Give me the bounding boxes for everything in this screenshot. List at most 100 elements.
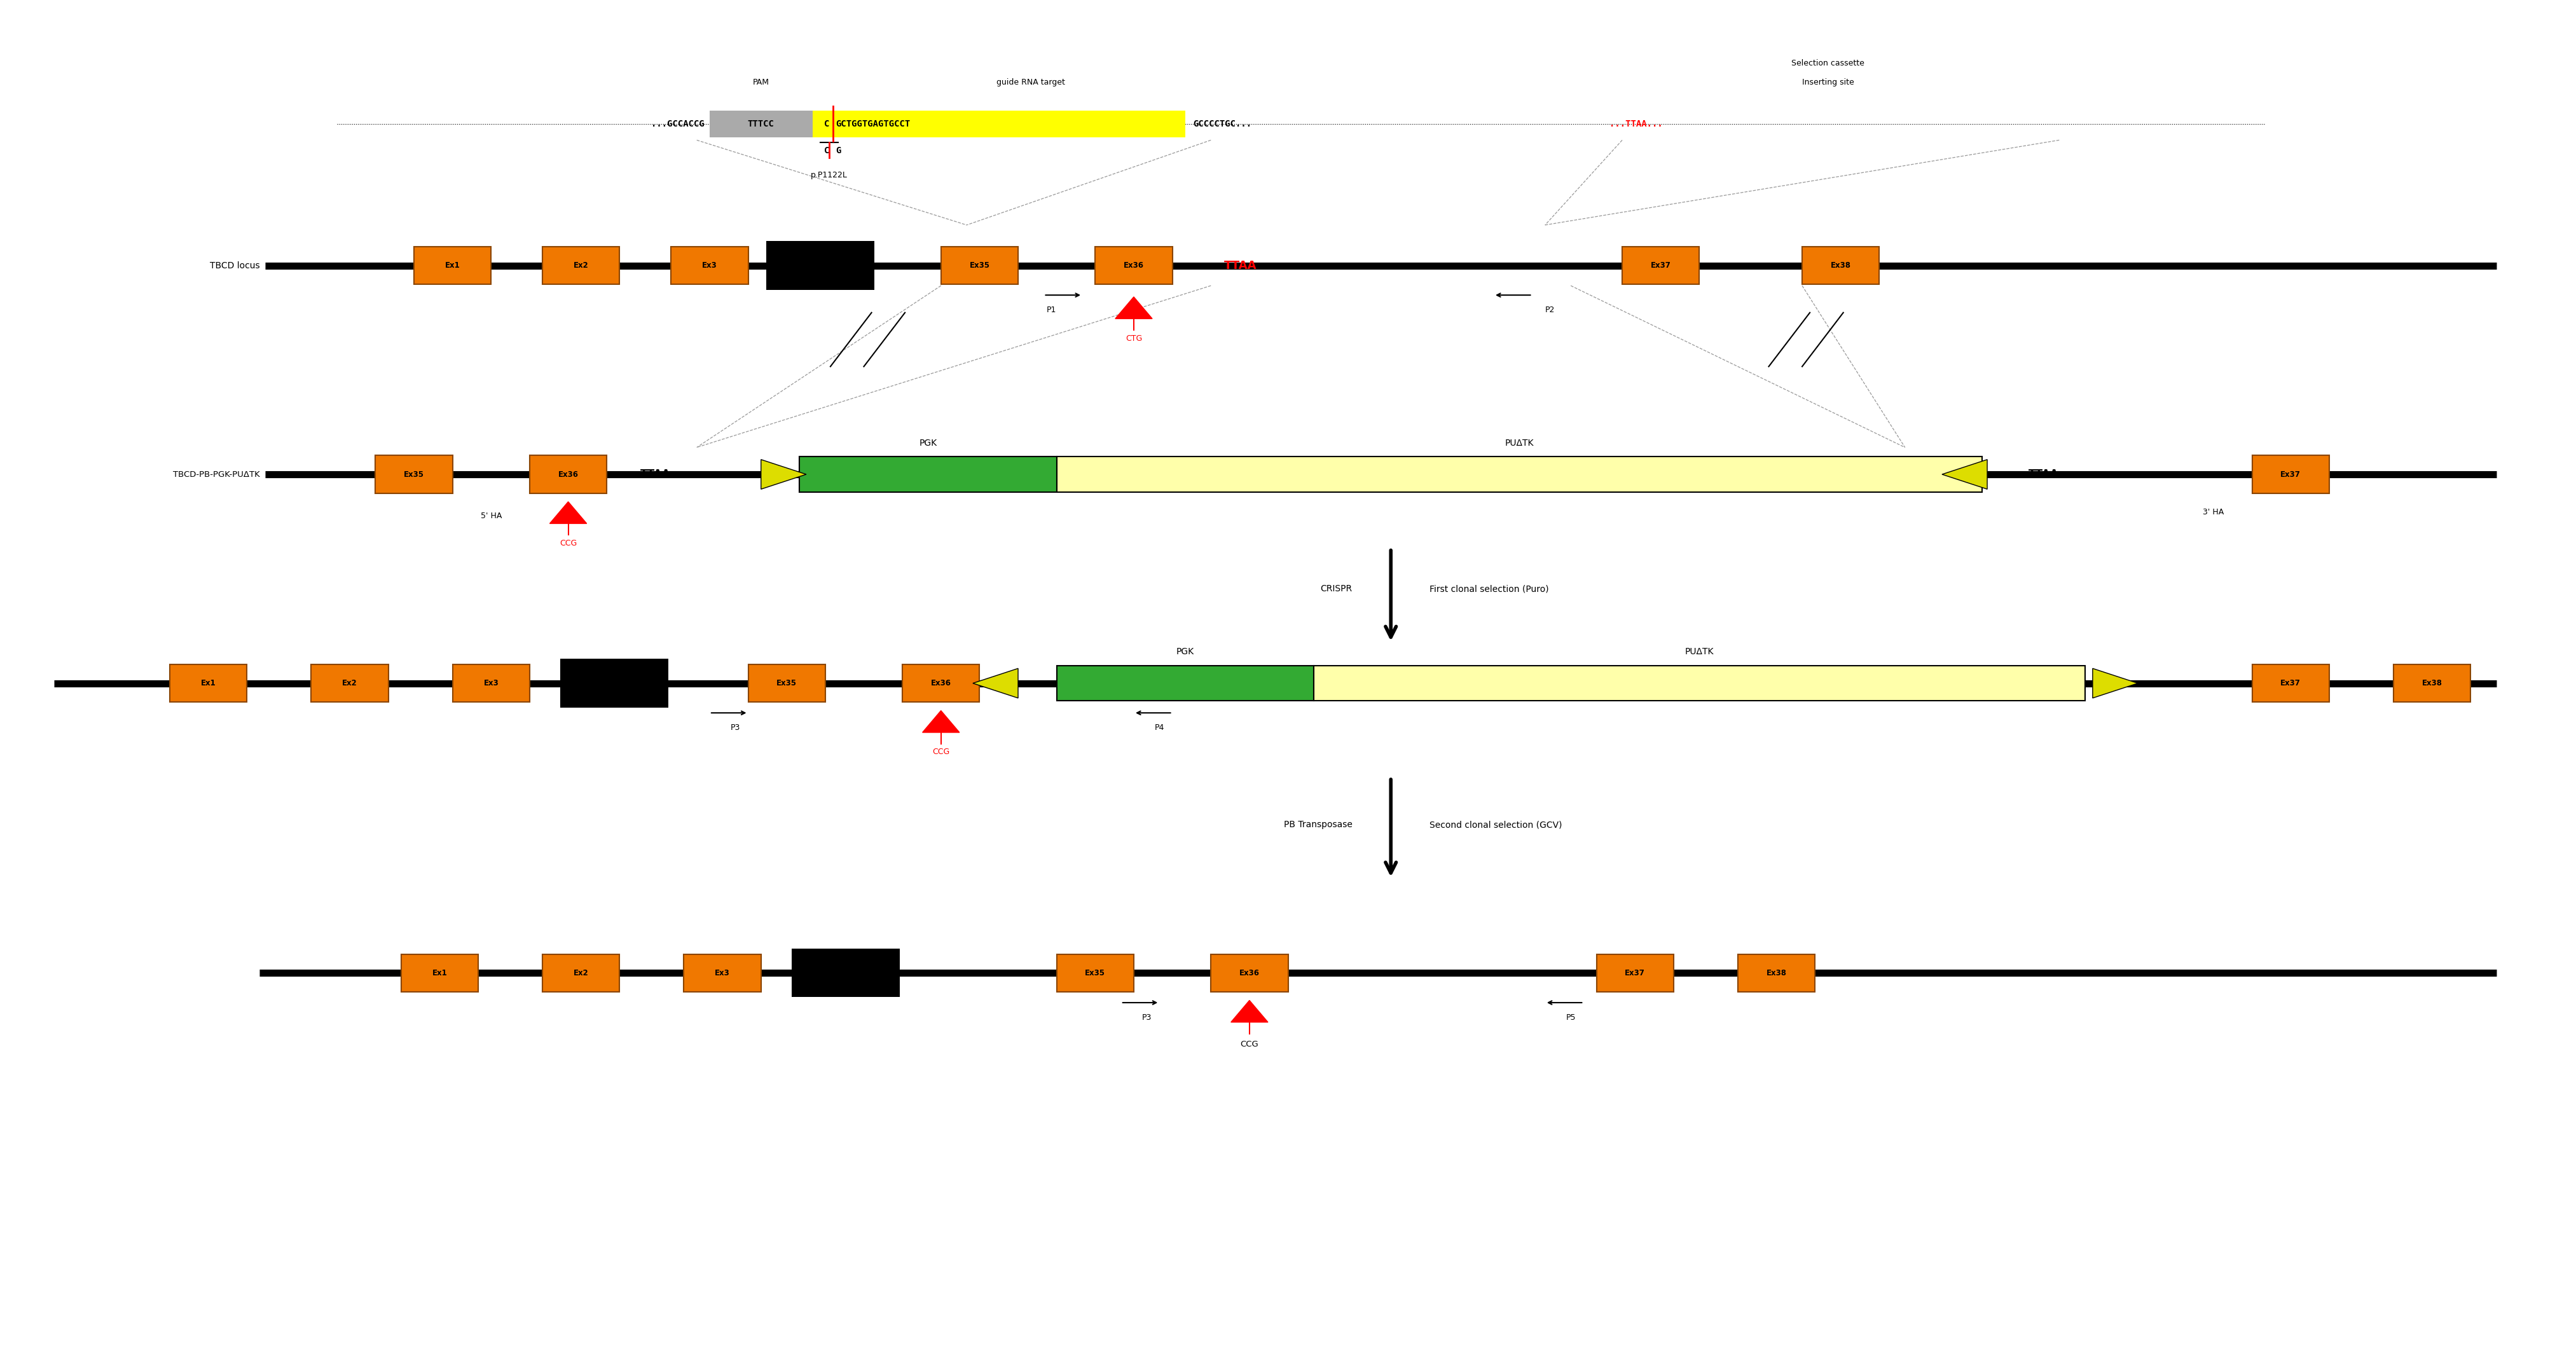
Text: C: C xyxy=(824,119,829,129)
Text: Ex2: Ex2 xyxy=(574,261,587,269)
Text: P3: P3 xyxy=(732,724,739,732)
Text: Ex2: Ex2 xyxy=(574,969,587,977)
Text: P5: P5 xyxy=(1566,1013,1577,1022)
FancyBboxPatch shape xyxy=(2251,456,2329,494)
Text: PGK: PGK xyxy=(1177,647,1195,656)
Text: PUΔTK: PUΔTK xyxy=(1685,647,1713,656)
Text: Ex35: Ex35 xyxy=(404,471,425,479)
FancyBboxPatch shape xyxy=(799,457,1056,492)
Text: Ex2: Ex2 xyxy=(343,679,358,687)
Text: Ex35: Ex35 xyxy=(969,261,989,269)
Text: CCG: CCG xyxy=(1239,1040,1260,1049)
FancyBboxPatch shape xyxy=(2393,664,2470,702)
FancyBboxPatch shape xyxy=(708,111,811,138)
Text: P2: P2 xyxy=(1546,306,1556,314)
FancyBboxPatch shape xyxy=(562,659,667,708)
Text: Ex1: Ex1 xyxy=(446,261,461,269)
Text: CTG: CTG xyxy=(1126,334,1141,342)
Text: Ex35: Ex35 xyxy=(1084,969,1105,977)
Text: Ex1: Ex1 xyxy=(201,679,216,687)
FancyBboxPatch shape xyxy=(1739,954,1816,992)
Text: ...TTAA...: ...TTAA... xyxy=(1610,119,1662,129)
Text: p.P1122L: p.P1122L xyxy=(811,170,848,180)
Text: Ex37: Ex37 xyxy=(2280,471,2300,479)
FancyBboxPatch shape xyxy=(2251,664,2329,702)
Text: Ex38: Ex38 xyxy=(2421,679,2442,687)
FancyBboxPatch shape xyxy=(670,246,747,284)
Text: TTTCC: TTTCC xyxy=(747,119,775,129)
FancyBboxPatch shape xyxy=(747,664,824,702)
FancyBboxPatch shape xyxy=(683,954,760,992)
FancyBboxPatch shape xyxy=(902,664,979,702)
Text: PAM: PAM xyxy=(752,78,770,87)
Text: CRISPR: CRISPR xyxy=(1321,584,1352,594)
Text: P3: P3 xyxy=(1141,1013,1151,1022)
Text: TTAA: TTAA xyxy=(641,468,670,480)
Text: Ex37: Ex37 xyxy=(2280,679,2300,687)
FancyBboxPatch shape xyxy=(1056,457,1981,492)
Polygon shape xyxy=(2092,668,2138,698)
Text: Ex37: Ex37 xyxy=(1651,261,1672,269)
FancyBboxPatch shape xyxy=(1211,954,1288,992)
FancyBboxPatch shape xyxy=(811,111,1185,138)
Text: CCG: CCG xyxy=(933,748,951,756)
FancyBboxPatch shape xyxy=(376,456,453,494)
FancyBboxPatch shape xyxy=(170,664,247,702)
Text: First clonal selection (Puro): First clonal selection (Puro) xyxy=(1430,584,1548,594)
FancyBboxPatch shape xyxy=(940,246,1018,284)
Text: 3' HA: 3' HA xyxy=(2202,507,2223,517)
Text: guide RNA target: guide RNA target xyxy=(997,78,1066,87)
Text: P4: P4 xyxy=(1154,724,1164,732)
Text: C: C xyxy=(824,146,829,156)
FancyBboxPatch shape xyxy=(765,241,873,290)
Text: Second clonal selection (GCV): Second clonal selection (GCV) xyxy=(1430,820,1561,829)
Text: Ex1: Ex1 xyxy=(433,969,448,977)
Text: Ex36: Ex36 xyxy=(559,471,580,479)
FancyBboxPatch shape xyxy=(1314,666,2084,701)
FancyBboxPatch shape xyxy=(1056,954,1133,992)
Text: Ex36: Ex36 xyxy=(930,679,951,687)
Text: PUΔTK: PUΔTK xyxy=(1504,438,1533,448)
Text: GCTGGTGAGTGCCT: GCTGGTGAGTGCCT xyxy=(835,119,909,129)
Text: 5' HA: 5' HA xyxy=(482,511,502,521)
Text: ...GCCACCG: ...GCCACCG xyxy=(652,119,703,129)
Text: Ex36: Ex36 xyxy=(1239,969,1260,977)
Text: PB Transposase: PB Transposase xyxy=(1283,820,1352,829)
Text: Ex3: Ex3 xyxy=(716,969,729,977)
Text: Ex36: Ex36 xyxy=(1123,261,1144,269)
Text: GCCCCTGC...: GCCCCTGC... xyxy=(1193,119,1252,129)
Polygon shape xyxy=(760,460,806,490)
Text: G: G xyxy=(835,146,840,156)
Text: P1: P1 xyxy=(1046,306,1056,314)
Text: Ex38: Ex38 xyxy=(1832,261,1852,269)
Text: TBCD locus: TBCD locus xyxy=(209,261,260,269)
Text: PGK: PGK xyxy=(920,438,938,448)
Polygon shape xyxy=(974,668,1018,698)
Text: Ex3: Ex3 xyxy=(703,261,716,269)
FancyBboxPatch shape xyxy=(1597,954,1674,992)
Polygon shape xyxy=(1115,296,1151,319)
FancyBboxPatch shape xyxy=(791,948,899,997)
Text: CCG: CCG xyxy=(559,538,577,548)
Text: Ex37: Ex37 xyxy=(1625,969,1646,977)
Polygon shape xyxy=(1942,460,1986,490)
Polygon shape xyxy=(549,502,587,524)
FancyBboxPatch shape xyxy=(531,456,608,494)
FancyBboxPatch shape xyxy=(1803,246,1880,284)
FancyBboxPatch shape xyxy=(544,954,621,992)
FancyBboxPatch shape xyxy=(415,246,492,284)
FancyBboxPatch shape xyxy=(453,664,531,702)
FancyBboxPatch shape xyxy=(1623,246,1700,284)
Text: TBCD-PB-PGK-PUΔTK: TBCD-PB-PGK-PUΔTK xyxy=(173,471,260,479)
Text: Ex38: Ex38 xyxy=(1767,969,1788,977)
Polygon shape xyxy=(1231,1000,1267,1022)
FancyBboxPatch shape xyxy=(1056,666,1314,701)
FancyBboxPatch shape xyxy=(544,246,621,284)
FancyBboxPatch shape xyxy=(402,954,479,992)
Text: Ex35: Ex35 xyxy=(775,679,796,687)
Text: TTAA: TTAA xyxy=(2027,468,2058,480)
FancyBboxPatch shape xyxy=(312,664,389,702)
FancyBboxPatch shape xyxy=(1095,246,1172,284)
Text: Selection cassette: Selection cassette xyxy=(1790,60,1865,68)
Polygon shape xyxy=(922,710,958,732)
